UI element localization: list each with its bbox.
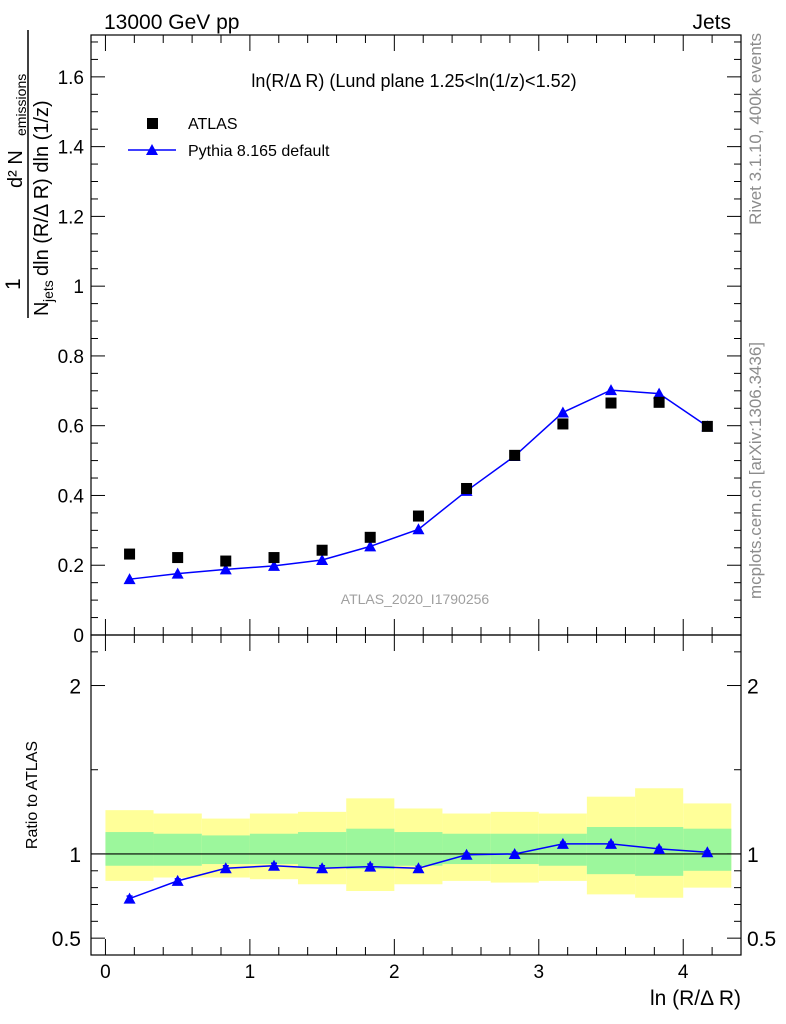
x-tick-label: 2 (389, 962, 400, 983)
ylabel-numerator-sub: emissions (13, 74, 29, 136)
pythia-ratio-point (123, 892, 136, 904)
atlas-data-point (653, 396, 665, 408)
pythia-main-point (219, 563, 232, 575)
main-y-tick-label: 1 (73, 277, 84, 298)
ratio-axis-ticks (91, 635, 741, 955)
pythia-main-point (171, 567, 184, 579)
ratio-y-tick-label-right: 0.5 (747, 928, 776, 951)
atlas-data-point (605, 397, 617, 409)
main-axis-ticks (91, 35, 741, 636)
pythia-ratio-point (364, 860, 377, 872)
atlas-data-point (701, 420, 713, 432)
inner-band-bin (297, 832, 347, 868)
atlas-data-point (557, 418, 569, 430)
inner-band-bin (153, 833, 202, 866)
pythia-ratio-point (219, 862, 232, 874)
ratio-y-axis-label: Ratio to ATLAS (24, 741, 41, 849)
legend-atlas-label: ATLAS (188, 116, 238, 133)
main-y-tick-label: 0.4 (58, 486, 85, 507)
atlas-data-point (509, 449, 521, 461)
pythia-ratio-point (605, 837, 617, 849)
main-y-tick-label: 0.2 (58, 556, 84, 577)
pythia-main-point (364, 540, 377, 552)
process-label: Jets (692, 11, 731, 34)
pythia-main-point (316, 554, 329, 565)
pythia-ratio-point (653, 842, 666, 854)
atlas-data-point (268, 552, 280, 564)
pythia-ratio-point (316, 862, 329, 874)
pythia-ratio-point (508, 847, 521, 859)
ratio-y-tick-label: 0.5 (52, 928, 81, 951)
ylabel-numerator: d² N (5, 150, 27, 188)
main-y-tick-label: 1.6 (58, 68, 84, 89)
ratio-y-tick-label: 2 (69, 676, 81, 699)
pythia-ratio-point (171, 874, 184, 886)
mcplots-label: mcplots.cern.ch [arXiv:1306.3436] (746, 342, 765, 599)
atlas-data-point (316, 544, 328, 556)
inner-band-bin (105, 832, 154, 866)
x-tick-label: 1 (245, 962, 256, 983)
inner-band-bin (586, 827, 636, 875)
ratio-panel: 0.5 0.5 1 1 2 2 0 1 2 3 4 Ratio to ATLAS ln (R/Δ … (24, 634, 776, 1010)
x-tick-label: 0 (100, 962, 111, 983)
ylabel-denominator-rest: dln (R/Δ R) dln (1/z) (31, 100, 53, 276)
legend-pythia-marker (146, 144, 158, 155)
legend-atlas-marker (147, 118, 158, 129)
ylabel-denominator: N (31, 302, 53, 316)
ylabel-one: 1 (2, 278, 25, 290)
pythia-ratio-point (460, 848, 473, 860)
main-y-tick-labels: 0 0.2 0.4 0.6 0.8 1 1.2 1.4 1.6 (58, 68, 85, 647)
main-y-tick-label: 1.2 (58, 207, 84, 228)
ratio-y-tick-label-right: 1 (747, 844, 759, 867)
x-tick-label: 3 (533, 962, 544, 983)
inner-band-bin (201, 835, 250, 865)
energy-label: 13000 GeV pp (104, 11, 239, 34)
ratio-frame (90, 634, 742, 956)
legend: ATLAS Pythia 8.165 default (128, 116, 330, 160)
pythia-ratio-point (412, 862, 425, 874)
pythia-ratio-point (701, 846, 714, 858)
pythia-main-line (129, 389, 708, 580)
ylabel-denominator-sub: jets (40, 280, 56, 303)
pythia-main-polyline (129, 389, 708, 580)
pythia-ratio-point (268, 859, 281, 871)
main-y-tick-label: 0 (73, 626, 84, 647)
x-axis-label: ln (R/Δ R) (650, 987, 741, 1010)
inner-band-bin (249, 833, 298, 865)
main-panel: 0 0.2 0.4 0.6 0.8 1 1.2 1.4 1.6 ln(R/Δ R) (Lund … (2, 30, 742, 647)
pythia-main-point (605, 384, 617, 396)
main-y-tick-label: 1.4 (58, 138, 85, 159)
ratio-y-tick-label: 1 (69, 844, 81, 867)
atlas-data-point (461, 482, 473, 494)
atlas-markers (124, 396, 713, 567)
atlas-data-point (220, 555, 232, 567)
inner-band-bin (394, 832, 443, 866)
main-y-axis-label: 1 d² N emissions N jets dln (R/Δ R) dln … (2, 30, 56, 318)
pythia-ratio-markers (123, 837, 714, 904)
ratio-y-tick-labels: 0.5 0.5 1 1 2 2 (52, 676, 776, 952)
ratio-y-tick-label-right: 2 (747, 676, 759, 699)
atlas-data-point (412, 510, 424, 522)
analysis-watermark: ATLAS_2020_I1790256 (341, 591, 490, 607)
pythia-main-point (123, 573, 136, 585)
rivet-version-label: Rivet 3.1.10, 400k events (746, 33, 765, 225)
main-y-tick-label: 0.8 (58, 347, 84, 368)
pythia-main-point (268, 559, 281, 571)
legend-pythia-label: Pythia 8.165 default (188, 143, 330, 160)
pythia-main-point (653, 387, 666, 399)
main-y-tick-label: 0.6 (58, 417, 84, 438)
main-title: ln(R/Δ R) (Lund plane 1.25<ln(1/z)<1.52) (251, 71, 576, 91)
atlas-data-point (364, 531, 376, 543)
pythia-ratio-point (556, 837, 569, 849)
pythia-main-point (412, 523, 425, 535)
atlas-data-point (172, 552, 184, 564)
pythia-main-markers (123, 384, 714, 585)
x-tick-label: 4 (678, 962, 689, 983)
x-tick-labels: 0 1 2 3 4 (100, 962, 689, 983)
pythia-main-point (556, 406, 569, 418)
atlas-data-point (124, 548, 136, 560)
